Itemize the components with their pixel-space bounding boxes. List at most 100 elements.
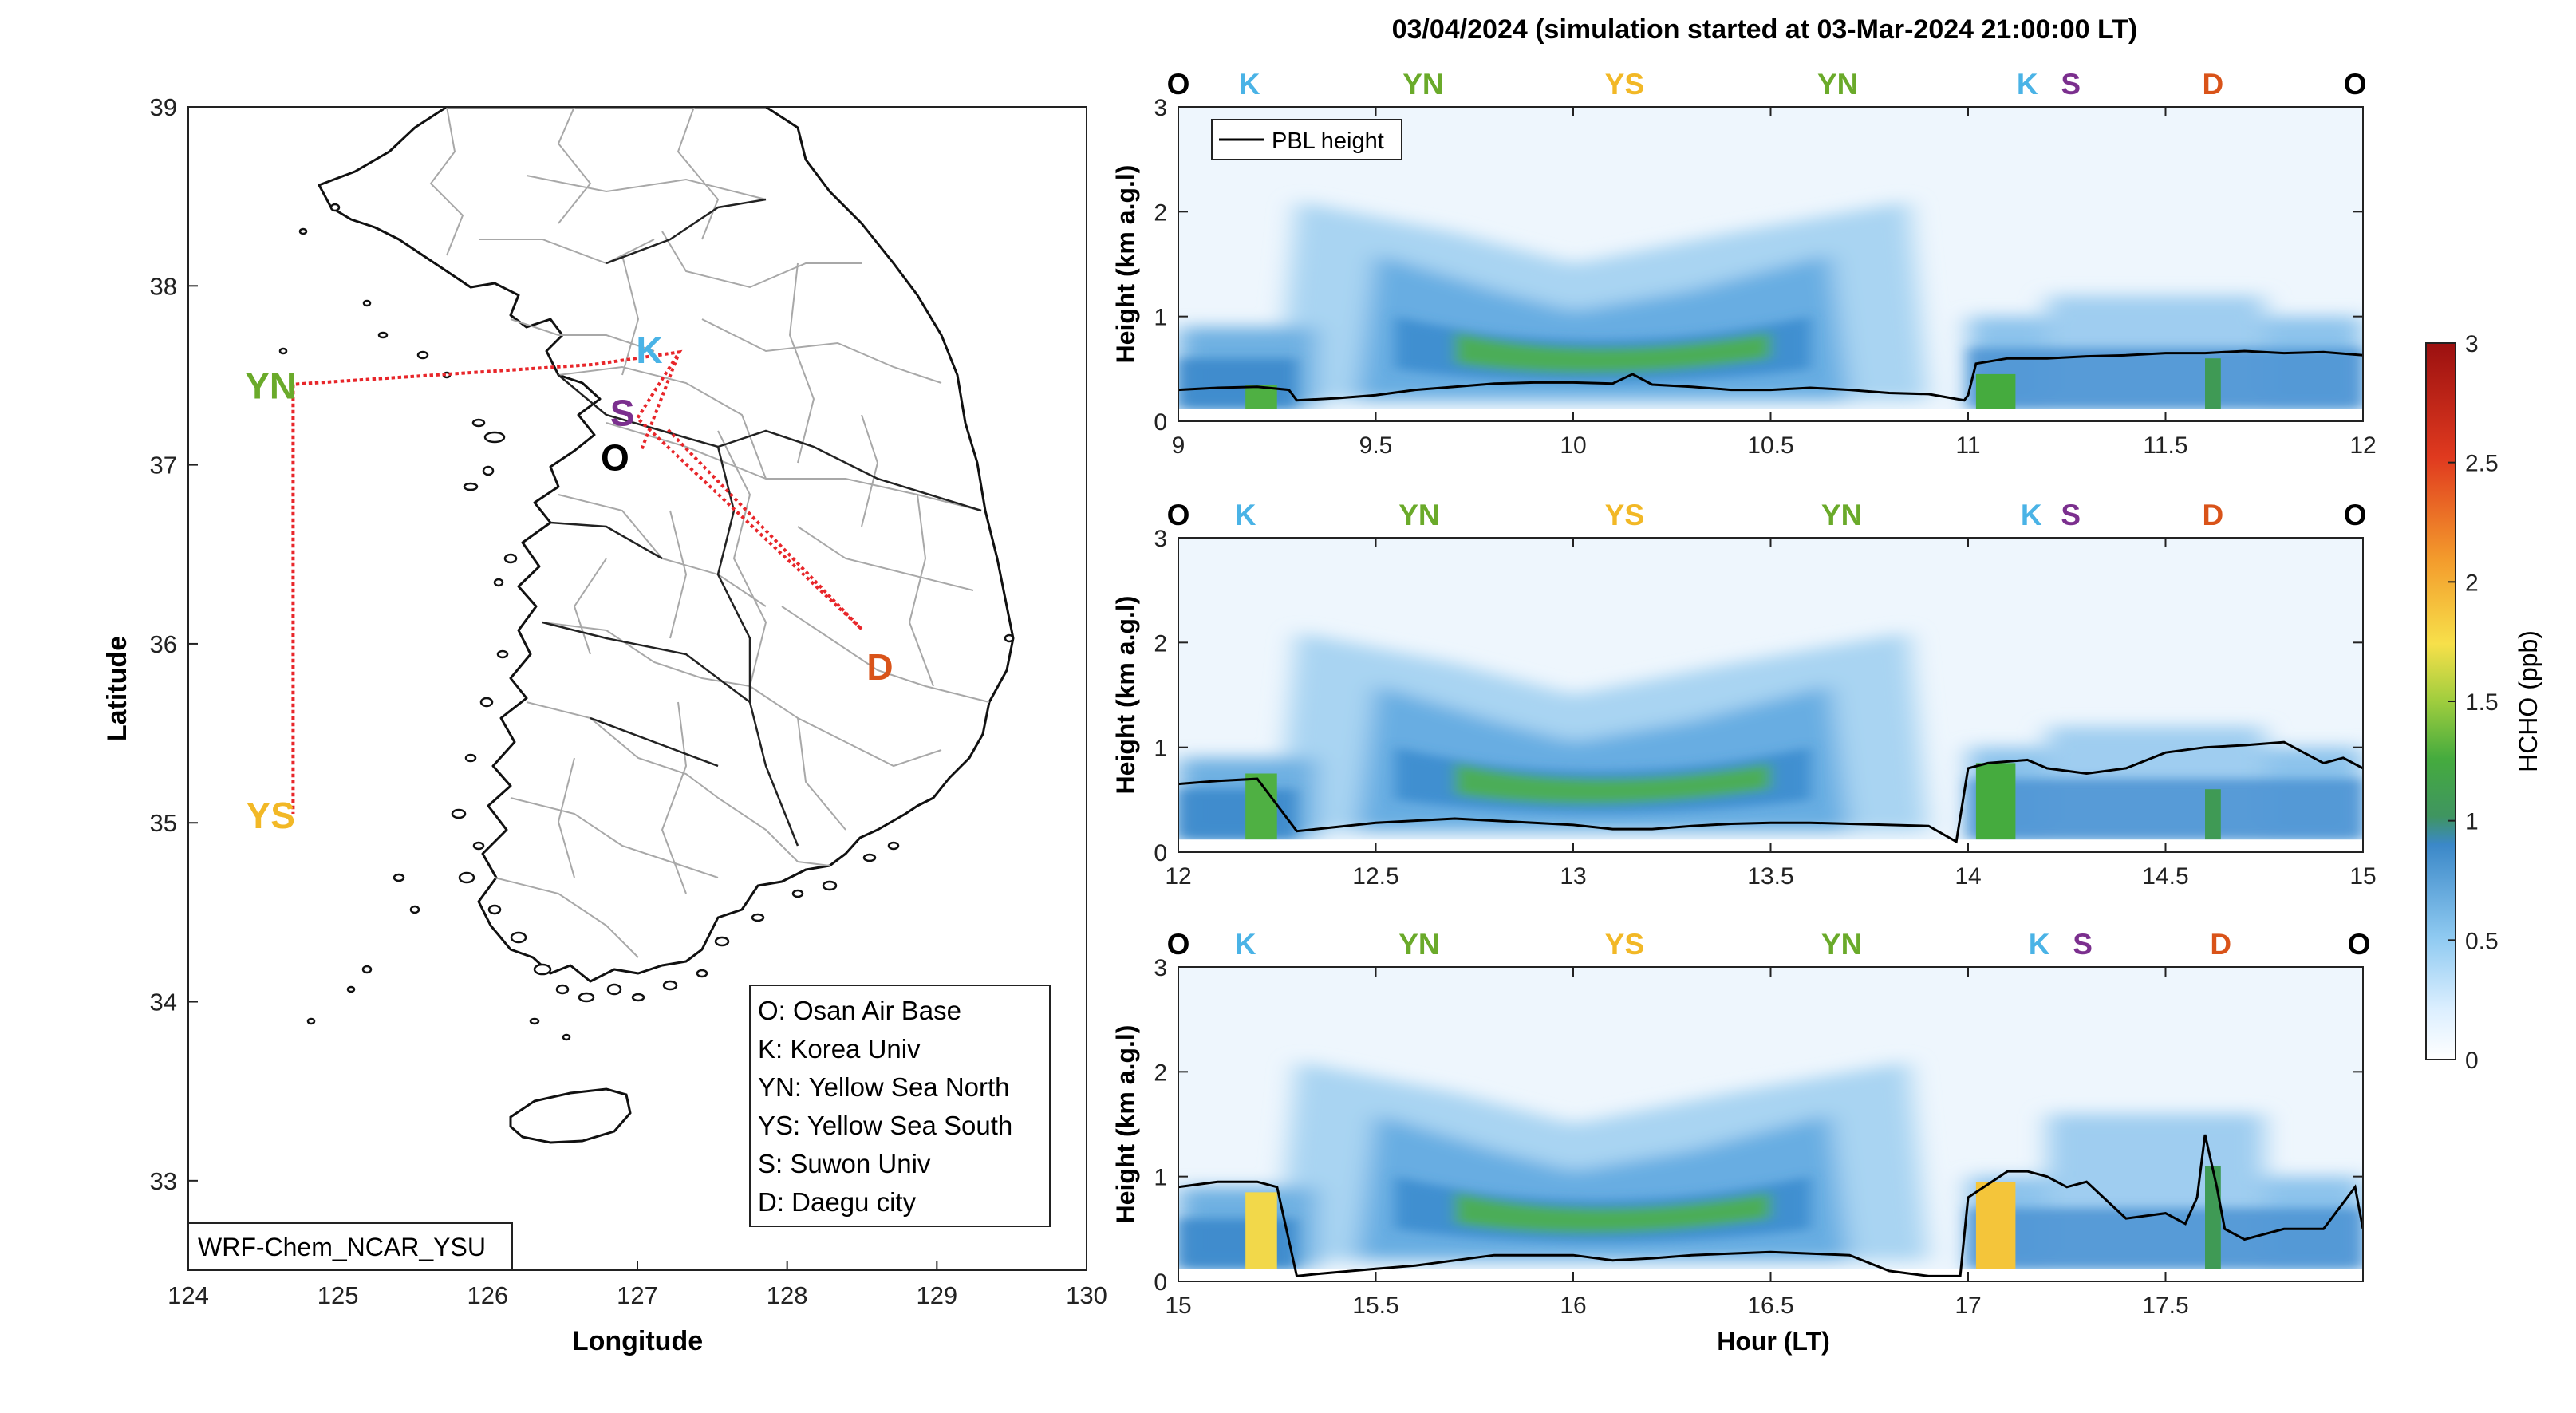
map-x-tick-label: 125	[318, 1281, 359, 1309]
curtain-x-tick-label: 11	[1955, 432, 1980, 459]
curtain-x-tick-label: 14	[1955, 863, 1981, 890]
curtain-x-tick-label: 12	[1165, 863, 1191, 890]
colorbar-ticks: 0 0.5 1 1.5 2 2.5 3	[2448, 331, 2499, 1074]
legend-entry: YN: Yellow Sea North	[758, 1072, 1010, 1102]
curtain-panel-3: 15 15.5 16 16.5 17 17.5 0 1 2 3 Height (km a.g.l) O…	[1111, 928, 2370, 1319]
pbl-height-line	[1178, 740, 2363, 844]
legend-entry: D: Daegu city	[758, 1187, 917, 1217]
curtain-x-tick-label: 9	[1172, 432, 1185, 459]
site-marker-d: D	[2203, 499, 2224, 531]
map-x-tick-label: 124	[168, 1281, 209, 1309]
curtain-y-tick-label: 1	[1154, 736, 1167, 762]
curtain-x-axis-label: Hour (LT)	[1717, 1327, 1830, 1356]
site-marker-ys: YS	[1605, 928, 1644, 961]
colorbar-tick-label: 2	[2465, 570, 2479, 596]
curtain-y-tick-label: 1	[1154, 1165, 1167, 1191]
site-legend: O: Osan Air Base K: Korea Univ YN: Yello…	[749, 985, 1051, 1227]
colorbar-tick-label: 2.5	[2465, 451, 2499, 477]
model-label-box: WRF-Chem_NCAR_YSU	[187, 1222, 513, 1270]
map-x-tick-label: 129	[916, 1281, 957, 1309]
plume-k-return	[1975, 763, 2016, 840]
plume-daegu	[2205, 1166, 2221, 1269]
site-marker-yn: YN	[1821, 928, 1862, 961]
islands	[278, 203, 1015, 1041]
plume-daegu	[2205, 789, 2221, 840]
site-marker-s: S	[2061, 499, 2081, 531]
site-labels: KSO YN YS D	[245, 330, 893, 836]
curtain-y-tick-label: 0	[1154, 409, 1167, 436]
site-marker-yn: YN	[1398, 499, 1439, 531]
pbl-height-line	[1178, 349, 2363, 402]
map-x-tick-label: 126	[467, 1281, 508, 1309]
colorbar: 0 0.5 1 1.5 2 2.5 3 HCHO (ppb)	[2425, 331, 2542, 1074]
map-y-axis-label: Latitude	[102, 636, 132, 741]
plume-daegu	[2205, 358, 2221, 409]
map-site-s: S	[610, 392, 635, 433]
curtain-y-tick-label: 0	[1154, 1269, 1167, 1296]
figure-title: 03/04/2024 (simulation started at 03-Mar…	[1392, 14, 2138, 45]
site-marker-o: O	[1167, 928, 1190, 961]
curtain-y-tick-label: 2	[1154, 199, 1167, 226]
map-x-tick-label: 128	[767, 1281, 808, 1309]
site-marker-ys: YS	[1605, 499, 1644, 531]
curtain-x-tick-label: 10.5	[1747, 432, 1793, 459]
curtain-x-tick-label: 17.5	[2142, 1293, 2188, 1319]
model-label: WRF-Chem_NCAR_YSU	[198, 1233, 486, 1261]
site-marker-s: S	[2061, 68, 2081, 101]
site-marker-yn: YN	[1817, 68, 1858, 101]
site-marker-yn: YN	[1402, 68, 1443, 101]
curtain-x-tick-label: 14.5	[2142, 863, 2188, 890]
colorbar-tick-label: 3	[2465, 331, 2479, 357]
curtain-x-tick-label: 10	[1560, 432, 1586, 459]
map-y-tick-label: 34	[150, 989, 177, 1016]
site-marker-o: O	[2344, 499, 2367, 531]
site-marker-k: K	[1235, 928, 1256, 961]
plume-k-return	[1975, 1182, 2016, 1269]
jeju-island	[509, 1087, 632, 1144]
map-site-d: D	[866, 646, 893, 688]
site-marker-o: O	[1167, 68, 1190, 101]
curtain-x-tick-label: 15	[1165, 1293, 1191, 1319]
legend-entry: S: Suwon Univ	[758, 1149, 931, 1178]
flight-track-line	[291, 349, 863, 814]
curtain-x-tick-label: 15	[2349, 863, 2376, 890]
colorbar-tick-label: 0	[2465, 1048, 2479, 1074]
site-marker-o: O	[2344, 68, 2367, 101]
site-marker-k: K	[2021, 499, 2042, 531]
curtain-x-tick-label: 12.5	[1352, 863, 1398, 890]
colorbar-tick-label: 1.5	[2465, 689, 2499, 716]
curtain-x-tick-label: 16.5	[1747, 1293, 1793, 1319]
colorbar-tick-label: 1	[2465, 809, 2479, 835]
map-site-k: K	[636, 330, 662, 371]
province-boundaries	[542, 198, 982, 847]
curtain-x-tick-label: 9.5	[1359, 432, 1393, 459]
map-y-tick-label: 33	[150, 1167, 177, 1195]
plume-k-return	[1975, 373, 2016, 409]
map-y-tick-label: 39	[150, 93, 177, 121]
curtain-x-tick-label: 12	[2349, 432, 2376, 459]
curtain-y-tick-label: 2	[1154, 1060, 1167, 1086]
pbl-height-line	[1178, 1134, 2363, 1278]
curtain-x-tick-label: 11.5	[2143, 432, 2187, 459]
map-x-axis-label: Longitude	[572, 1326, 703, 1356]
admin-boundaries	[429, 107, 990, 958]
site-marker-ys: YS	[1605, 68, 1644, 101]
curtain-y-axis-label: Height (km a.g.l)	[1111, 165, 1140, 364]
plume-k-outbound	[1245, 1192, 1277, 1269]
curtain-x-tick-label: 13.5	[1747, 863, 1793, 890]
map-site-o: O	[601, 436, 629, 478]
curtain-y-tick-label: 3	[1154, 526, 1167, 552]
site-marker-d: D	[2210, 928, 2231, 961]
curtain-x-tick-label: 13	[1560, 863, 1586, 890]
curtain-y-tick-label: 1	[1154, 305, 1167, 331]
site-marker-k: K	[1235, 499, 1256, 531]
colorbar-tick-label: 0.5	[2465, 928, 2499, 954]
site-marker-k: K	[2029, 928, 2050, 961]
curtain-y-tick-label: 0	[1154, 840, 1167, 866]
site-marker-s: S	[2073, 928, 2093, 961]
curtain-y-tick-label: 3	[1154, 955, 1167, 981]
pbl-legend-label: PBL height	[1272, 128, 1384, 154]
curtain-x-tick-label: 17	[1955, 1293, 1981, 1319]
